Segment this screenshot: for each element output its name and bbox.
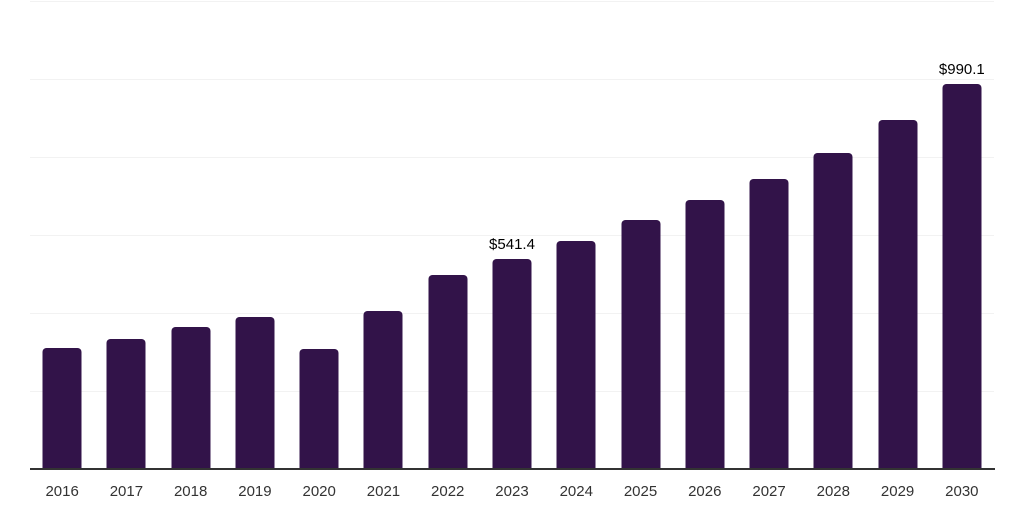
bar-slot [94,2,158,470]
x-tick-label-2018: 2018 [173,483,208,500]
bar-slot [865,2,929,470]
bar-2023 [492,258,532,470]
bar-slot [544,2,608,470]
bar-2025 [621,220,661,470]
gridline [30,157,994,158]
gridline [30,79,994,80]
bar-slot [673,2,737,470]
bar-2017 [106,338,146,470]
value-label-2030: $990.1 [938,60,985,78]
gridline [30,1,994,2]
x-tick-label-2030: 2030 [945,483,979,500]
bar-slot [416,2,480,470]
x-tick-label-2017: 2017 [109,483,144,500]
x-tick-label-2022: 2022 [431,483,465,500]
x-tick-label-2029: 2029 [880,483,915,500]
bar-2028 [813,152,853,470]
bar-2024 [556,240,596,470]
bar-slot [30,2,94,470]
bar-2026 [685,199,725,470]
x-tick-label-2023: 2023 [495,483,529,500]
bar-slot [801,2,865,470]
bar-2016 [42,348,82,470]
bar-slot [351,2,415,470]
x-tick-label-2019: 2019 [238,483,272,500]
bar-series: $541.4 $990.1 [30,2,994,470]
x-tick-label-2026: 2026 [688,483,722,500]
bar-2029 [878,120,918,470]
x-tick-label-2025: 2025 [623,483,658,500]
bar-2021 [363,310,403,470]
x-axis-tick-labels: 2016 2017 2018 2019 2020 2021 2022 2023 2024 2025… [30,482,994,502]
bar-slot: $990.1 [930,2,994,470]
bar-2030 [942,83,982,470]
gridline [30,235,994,236]
bar-slot [159,2,223,470]
bar-slot: $541.4 [480,2,544,470]
bar-2019 [235,316,275,470]
x-axis-line [30,468,995,470]
bar-slot [223,2,287,470]
bar-slot [287,2,351,470]
x-tick-label-2016: 2016 [45,483,79,500]
x-tick-label-2020: 2020 [302,483,336,500]
value-label-2023: $541.4 [489,235,535,253]
bar-slot [737,2,801,470]
x-tick-label-2024: 2024 [559,483,593,500]
bar-2027 [749,178,789,470]
bar-2018 [171,327,211,470]
bar-slot [608,2,672,470]
x-tick-label-2021: 2021 [366,483,401,500]
bar-2022 [428,274,468,470]
x-tick-label-2027: 2027 [752,483,786,500]
bar-2020 [299,349,339,470]
x-tick-label-2028: 2028 [816,483,850,500]
plot-area: $541.4 $990.1 [30,1,995,470]
